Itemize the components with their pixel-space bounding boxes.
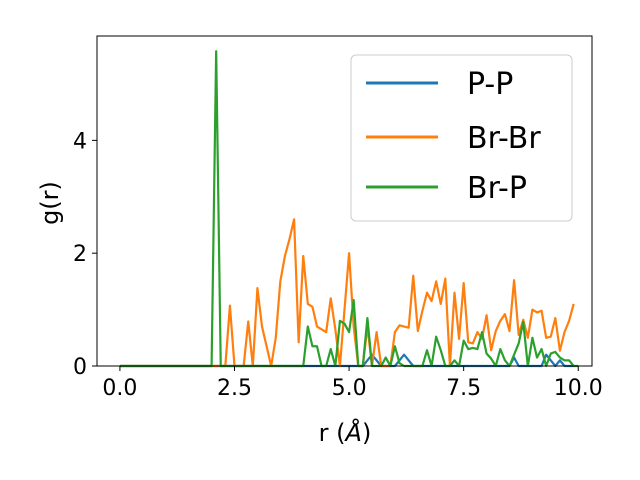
y-axis: 0 2 4 [73, 129, 97, 380]
x-tick-label: 0.0 [102, 376, 137, 401]
x-axis-label-text: r ( [319, 419, 346, 447]
y-tick-label: 2 [73, 242, 87, 267]
legend-label-p-p: P-P [467, 67, 513, 102]
legend-box [350, 54, 573, 222]
y-axis-label: g(r) [36, 181, 64, 225]
x-axis-label-close: ) [362, 419, 371, 447]
x-tick-label: 7.5 [446, 376, 481, 401]
plot-frame [96, 35, 593, 367]
series-line-br-br [119, 218, 575, 368]
x-tick-label: 5.0 [332, 376, 367, 401]
legend-label-br-p: Br-P [467, 171, 527, 206]
series-layer [119, 50, 579, 368]
x-tick-label: 2.5 [217, 376, 252, 401]
x-axis: 0.0 2.5 5.0 7.5 10.0 [102, 366, 603, 401]
y-tick-label: 4 [73, 129, 87, 154]
legend-label-br-br: Br-Br [467, 121, 541, 156]
y-tick-label: 0 [73, 355, 87, 380]
x-axis-label-unit: Å [344, 418, 362, 447]
legend: P-P Br-Br Br-P [350, 54, 573, 222]
x-axis-label: r (Å) [319, 418, 372, 447]
x-tick-label: 10.0 [554, 376, 603, 401]
series-line-br-p [119, 50, 579, 368]
